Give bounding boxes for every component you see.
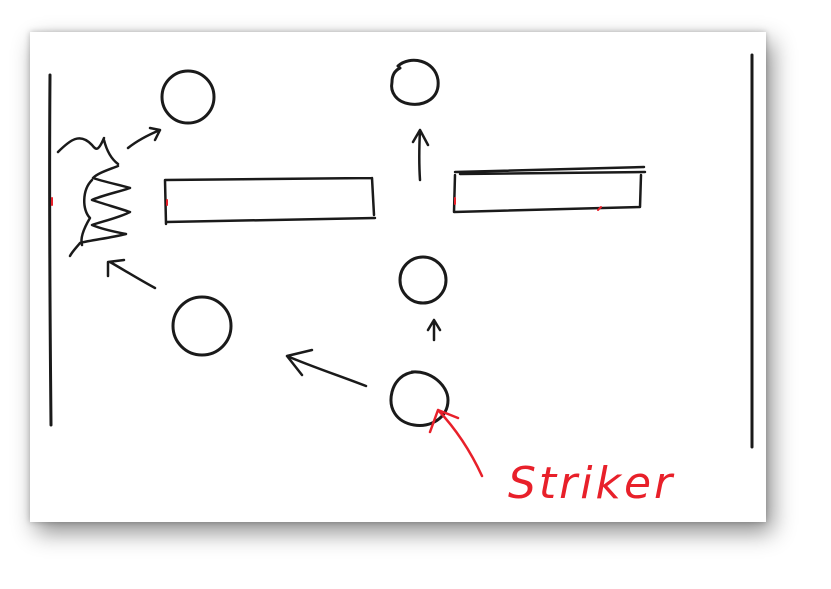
arrow-striker-to-left (285, 348, 368, 388)
whiteboard-canvas (30, 32, 766, 522)
annotation-arrow (428, 408, 484, 478)
player-striker (389, 370, 450, 428)
player-top-left (160, 69, 216, 125)
right-wall (750, 53, 755, 449)
impact-squiggle (56, 136, 132, 258)
arrow-squiggle-to-top-circle (126, 126, 162, 150)
barrier-right (452, 165, 647, 214)
impact-squiggle-lower (80, 178, 94, 247)
player-center (398, 255, 448, 305)
arrow-circle-to-wall (106, 258, 157, 290)
player-lower-left (171, 295, 233, 357)
barrier-left (163, 176, 377, 226)
barrier-mark-3 (597, 206, 602, 211)
arrow-up-gap (411, 128, 430, 182)
annotation-label-striker: Striker (508, 458, 675, 509)
player-top-center (390, 58, 440, 106)
left-wall (48, 73, 53, 427)
arrow-striker-up (426, 318, 442, 342)
